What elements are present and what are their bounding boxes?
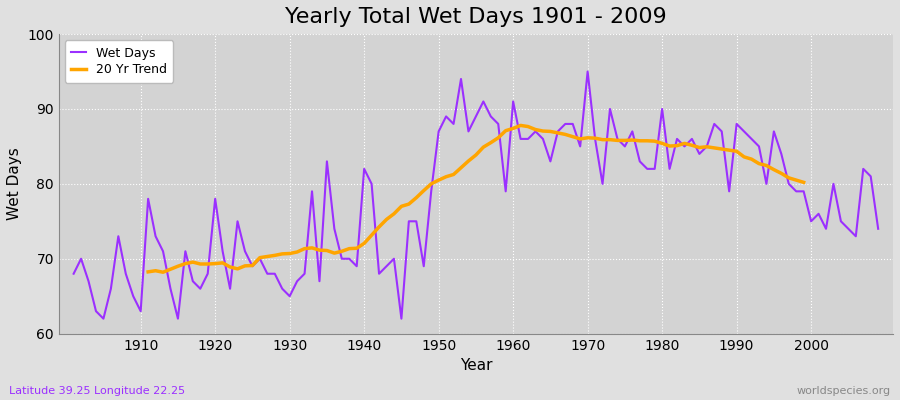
Legend: Wet Days, 20 Yr Trend: Wet Days, 20 Yr Trend bbox=[65, 40, 174, 82]
20 Yr Trend bbox=[232, 266, 243, 271]
20 Yr Trend bbox=[143, 270, 154, 274]
Wet Days bbox=[612, 136, 623, 141]
Title: Yearly Total Wet Days 1901 - 2009: Yearly Total Wet Days 1901 - 2009 bbox=[285, 7, 667, 27]
Wet Days bbox=[135, 309, 146, 314]
Wet Days bbox=[515, 136, 526, 141]
20 Yr Trend bbox=[485, 140, 496, 145]
20 Yr Trend bbox=[403, 202, 414, 206]
20 Yr Trend bbox=[158, 270, 168, 275]
Y-axis label: Wet Days: Wet Days bbox=[7, 148, 22, 220]
20 Yr Trend bbox=[515, 123, 526, 128]
Wet Days bbox=[98, 316, 109, 321]
Text: Latitude 39.25 Longitude 22.25: Latitude 39.25 Longitude 22.25 bbox=[9, 386, 185, 396]
Wet Days bbox=[508, 99, 518, 104]
Line: Wet Days: Wet Days bbox=[74, 72, 878, 319]
20 Yr Trend bbox=[284, 251, 295, 256]
20 Yr Trend bbox=[798, 180, 809, 185]
20 Yr Trend bbox=[217, 260, 228, 265]
20 Yr Trend bbox=[739, 154, 750, 159]
Wet Days bbox=[68, 271, 79, 276]
Wet Days bbox=[344, 256, 355, 261]
Wet Days bbox=[873, 226, 884, 231]
Wet Days bbox=[582, 69, 593, 74]
Text: worldspecies.org: worldspecies.org bbox=[796, 386, 891, 396]
Line: 20 Yr Trend: 20 Yr Trend bbox=[148, 126, 804, 272]
Wet Days bbox=[299, 271, 310, 276]
X-axis label: Year: Year bbox=[460, 358, 492, 373]
